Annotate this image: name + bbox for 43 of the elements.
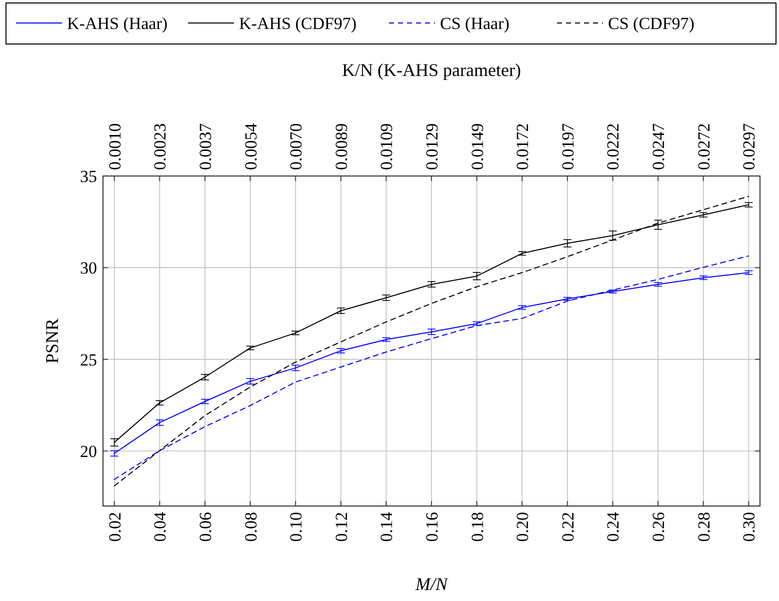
x-tick-label: 0.14 bbox=[377, 512, 396, 542]
annotation: 0.0172 bbox=[513, 123, 532, 170]
legend-label: CS (Haar) bbox=[440, 14, 510, 33]
x-axis-title: M/N bbox=[414, 574, 448, 594]
x-tick-label: 0.10 bbox=[286, 512, 306, 542]
annotation: 0.0272 bbox=[694, 123, 714, 170]
annotation: 0.0297 bbox=[740, 122, 759, 170]
y-tick-label: 20 bbox=[80, 442, 97, 461]
y-tick-label: 35 bbox=[80, 166, 97, 186]
x-tick-label: 0.06 bbox=[196, 512, 215, 542]
annotation: 0.0149 bbox=[468, 123, 487, 170]
annotation: 0.0070 bbox=[286, 123, 306, 170]
annotation: 0.0054 bbox=[241, 122, 260, 170]
legend-label: CS (CDF97) bbox=[608, 14, 694, 33]
x-tick-label: 0.04 bbox=[150, 512, 170, 542]
annotation: 0.0222 bbox=[604, 123, 623, 170]
line-series bbox=[114, 196, 750, 486]
x2-axis-title: K/N (K-AHS parameter) bbox=[342, 60, 521, 80]
y-axis-title: PSNR bbox=[42, 318, 62, 364]
x-tick-label: 0.12 bbox=[332, 512, 351, 542]
legend-label: K-AHS (CDF97) bbox=[239, 14, 357, 33]
y-tick-label: 30 bbox=[80, 258, 97, 278]
annotation: 0.0129 bbox=[422, 123, 442, 170]
y-tick-label: 25 bbox=[80, 350, 97, 370]
x-tick-label: 0.28 bbox=[694, 512, 714, 542]
annotation: 0.0023 bbox=[150, 123, 170, 170]
x-tick-label: 0.20 bbox=[513, 512, 532, 542]
annotation: 0.0089 bbox=[332, 123, 351, 170]
x-tick-label: 0.02 bbox=[105, 512, 124, 542]
annotation: 0.0037 bbox=[196, 122, 215, 170]
legend-label: K-AHS (Haar) bbox=[67, 14, 168, 33]
x-tick-label: 0.26 bbox=[649, 512, 668, 542]
x-tick-label: 0.16 bbox=[422, 512, 442, 542]
x-tick-label: 0.24 bbox=[604, 512, 623, 542]
annotation: 0.0010 bbox=[105, 123, 124, 170]
line-series bbox=[114, 255, 750, 480]
x-tick-label: 0.08 bbox=[241, 512, 260, 542]
annotation: 0.0197 bbox=[558, 122, 578, 170]
annotation: 0.0109 bbox=[377, 123, 396, 170]
x-tick-label: 0.18 bbox=[468, 512, 487, 542]
x-tick-label: 0.30 bbox=[740, 512, 759, 542]
x-tick-label: 0.22 bbox=[558, 512, 578, 542]
annotation: 0.0247 bbox=[649, 122, 668, 170]
